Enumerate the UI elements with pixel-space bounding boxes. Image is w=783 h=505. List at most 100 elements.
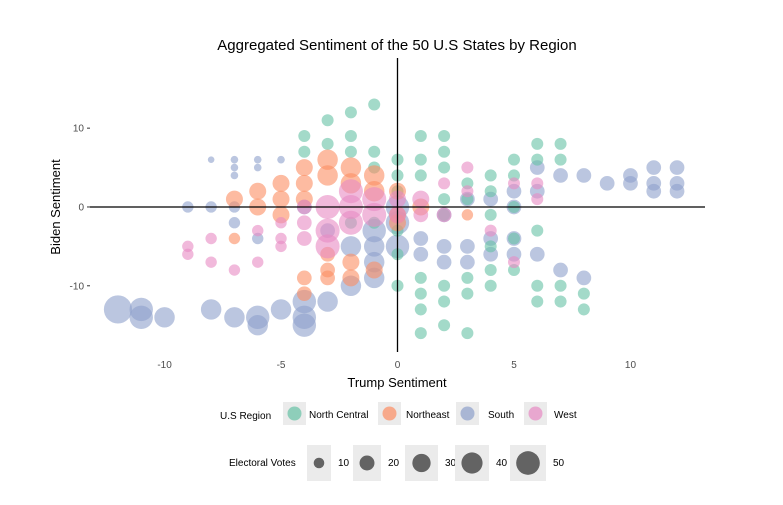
data-point [553, 262, 568, 278]
data-point [200, 299, 222, 320]
size-legend-label: 20 [388, 458, 400, 469]
data-point [413, 246, 429, 262]
data-point [414, 327, 427, 340]
y-axis-label: Biden Sentiment [48, 159, 63, 255]
data-point [205, 256, 217, 268]
legend-swatch-northeast [382, 406, 397, 421]
data-point [531, 153, 544, 166]
data-point [275, 217, 287, 229]
data-point [154, 307, 175, 328]
data-point [507, 153, 520, 166]
y-tick-label: 0 [78, 202, 84, 213]
data-point [362, 202, 387, 227]
legend-label: North Central [309, 410, 368, 421]
data-point [275, 232, 287, 245]
data-point [296, 286, 312, 302]
points-layer [103, 98, 685, 340]
size-legend-title: Electoral Votes [229, 458, 296, 469]
data-point [507, 177, 520, 190]
data-point [252, 256, 264, 268]
data-point [228, 264, 241, 276]
x-tick-label: 10 [625, 360, 637, 371]
data-point [436, 254, 452, 270]
data-point [623, 168, 638, 183]
data-point [320, 270, 335, 286]
data-point [414, 153, 427, 166]
size-legend-label: 30 [445, 458, 457, 469]
data-point [412, 190, 430, 208]
data-point [669, 183, 685, 199]
data-point [438, 279, 451, 292]
data-point [317, 149, 338, 170]
data-point [275, 240, 287, 253]
data-point [554, 295, 567, 308]
data-point [646, 160, 662, 175]
data-point [553, 168, 568, 183]
data-point [669, 160, 685, 175]
data-point [438, 193, 451, 206]
data-point [484, 264, 497, 277]
data-point [298, 130, 311, 143]
data-point [292, 313, 317, 337]
data-point [461, 287, 474, 300]
legend-swatch-west [528, 406, 543, 421]
data-point [413, 231, 429, 246]
data-point [296, 270, 312, 286]
size-legend-circle [412, 453, 431, 473]
size-legend-label: 50 [553, 458, 565, 469]
data-point [460, 254, 475, 270]
x-tick-label: -10 [157, 360, 172, 371]
data-point [531, 193, 544, 206]
chart-title: Aggregated Sentiment of the 50 U.S State… [217, 37, 576, 54]
data-point [338, 179, 363, 204]
data-point [461, 161, 474, 174]
data-point [576, 168, 592, 183]
data-point [230, 163, 239, 172]
data-point [531, 224, 544, 237]
size-legend-circle [313, 457, 325, 469]
data-point [252, 232, 264, 245]
data-point [272, 174, 290, 192]
y-tick-label: 10 [73, 124, 85, 135]
data-point [295, 159, 313, 177]
data-point [436, 239, 452, 254]
data-point [507, 256, 520, 269]
data-point [461, 209, 474, 221]
data-point [484, 224, 497, 237]
data-point [436, 207, 452, 223]
data-point [576, 270, 592, 286]
data-point [368, 145, 381, 158]
data-point [414, 303, 427, 316]
data-point [228, 217, 241, 229]
data-point [342, 269, 360, 287]
data-point [344, 145, 357, 158]
color-legend-title: U.S Region [220, 411, 271, 422]
data-point [338, 210, 363, 235]
data-point [507, 232, 520, 245]
data-point [252, 224, 264, 237]
data-point [599, 175, 615, 191]
size-legend-circle [359, 455, 375, 471]
data-point [321, 114, 334, 127]
data-point [270, 299, 292, 320]
data-point [484, 240, 497, 253]
data-point [461, 185, 474, 198]
data-point [253, 155, 262, 164]
data-point [460, 239, 475, 254]
data-point [205, 232, 217, 245]
data-point [230, 155, 239, 164]
size-legend-label: 10 [338, 458, 350, 469]
data-point [315, 234, 340, 259]
data-point [272, 190, 290, 208]
data-point [529, 246, 545, 262]
data-point [438, 161, 451, 174]
data-point [321, 137, 334, 150]
data-point [438, 295, 451, 308]
data-point [295, 174, 313, 192]
data-point [368, 98, 381, 111]
x-tick-label: 5 [511, 360, 517, 371]
data-point [129, 305, 153, 330]
legend: U.S Region Electoral Votes North Central… [220, 402, 577, 481]
data-point [461, 271, 474, 284]
x-axis-label: Trump Sentiment [347, 375, 447, 390]
